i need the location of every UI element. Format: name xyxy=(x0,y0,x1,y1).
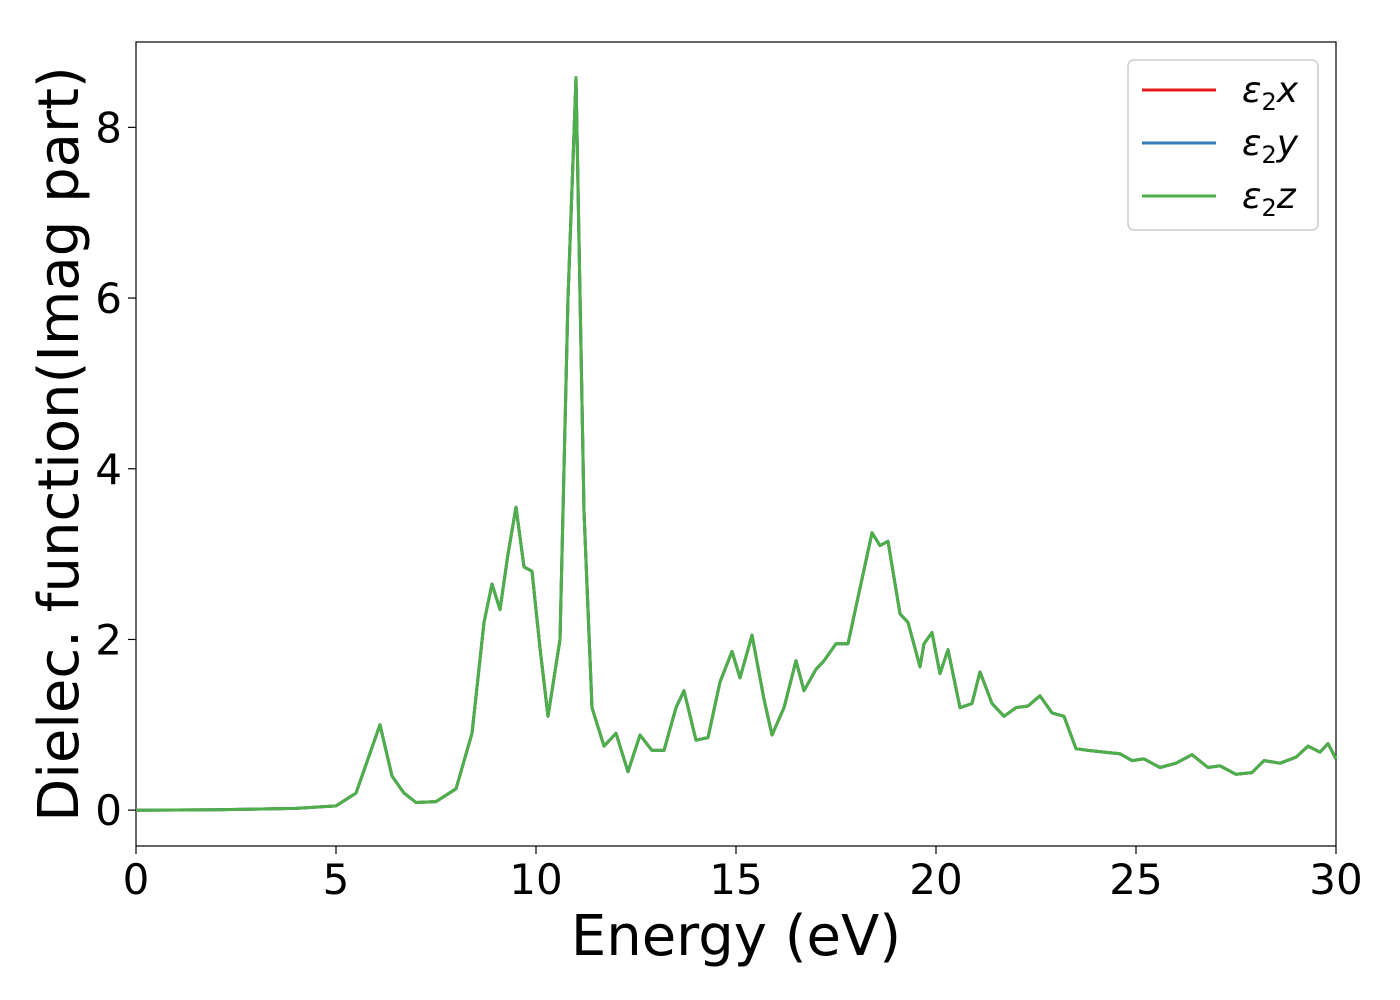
x-tick-label: 0 xyxy=(123,855,150,904)
legend-label-y: ε2y xyxy=(1242,123,1299,169)
x-tick-label: 5 xyxy=(323,855,350,904)
legend: ε2x ε2y ε2z xyxy=(1127,59,1319,231)
y-tick-label: 2 xyxy=(95,615,122,664)
x-tick-label: 10 xyxy=(509,855,562,904)
legend-items: ε2x ε2y ε2z xyxy=(1142,70,1299,222)
series-layer xyxy=(135,76,1338,812)
x-tick-label: 30 xyxy=(1309,855,1362,904)
x-tick-label: 15 xyxy=(709,855,762,904)
legend-label-z: ε2z xyxy=(1242,176,1297,222)
series-line-z xyxy=(135,76,1338,812)
x-ticks: 0 5 10 15 20 25 30 xyxy=(123,846,1363,904)
x-axis-label: Energy (eV) xyxy=(571,904,901,969)
y-tick-label: 0 xyxy=(95,786,122,835)
y-tick-label: 4 xyxy=(95,445,122,494)
y-tick-label: 6 xyxy=(95,274,122,323)
y-ticks: 0 2 4 6 8 xyxy=(95,103,136,835)
legend-frame xyxy=(1127,59,1319,231)
legend-label-x: ε2x xyxy=(1242,70,1299,116)
y-axis-label: Dielec. function(Imag part) xyxy=(27,66,92,822)
y-tick-label: 8 xyxy=(95,103,122,152)
x-tick-label: 25 xyxy=(1109,855,1162,904)
x-tick-label: 20 xyxy=(909,855,962,904)
